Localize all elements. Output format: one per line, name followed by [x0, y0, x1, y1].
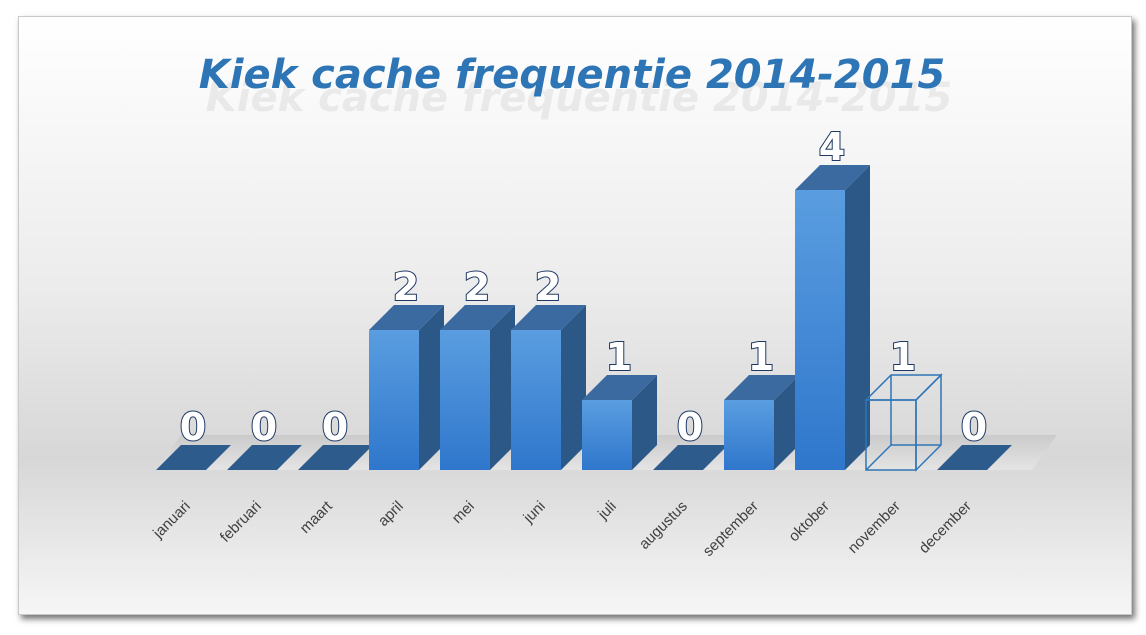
bar-front-april: [369, 330, 419, 470]
category-label-januari: januari: [149, 498, 194, 543]
value-label-november: 1: [890, 335, 916, 379]
bar-top-juni: [511, 305, 586, 330]
bar-juni: [511, 305, 586, 470]
value-label-februari: 0: [251, 405, 277, 449]
value-label-januari: 0: [180, 405, 206, 449]
bar-oktober: [795, 165, 870, 470]
chart-frame: Kiek cache frequentie 2014-2015 Kiek cac…: [18, 16, 1132, 615]
bar-front-september: [724, 400, 774, 470]
bars-group: [156, 165, 1012, 472]
bar-top-juli: [582, 375, 657, 400]
category-labels-group: januari februari maart april mei juni juli augu…: [149, 497, 975, 560]
value-label-augustus: 0: [677, 405, 703, 449]
bar-side-september: [774, 375, 799, 470]
bar-front-juni: [511, 330, 561, 470]
value-label-mei: 2: [464, 265, 490, 309]
bar-side-oktober: [845, 165, 870, 470]
value-label-juli: 1: [606, 335, 632, 379]
bar-front-oktober: [795, 190, 845, 470]
category-label-september: september: [700, 498, 762, 560]
bar-side-april: [419, 305, 444, 470]
bar-top-december: [937, 445, 1012, 470]
category-label-mei: mei: [449, 498, 478, 527]
category-label-juli: juli: [594, 498, 620, 524]
bar-side-juni: [561, 305, 586, 470]
bar-april: [369, 305, 444, 470]
bar-september: [724, 375, 799, 470]
bar-mei: [440, 305, 515, 470]
bar-top-april: [369, 305, 444, 330]
chart-title: Kiek cache frequentie 2014-2015: [199, 52, 945, 98]
bar-top-oktober: [795, 165, 870, 190]
value-label-juni: 2: [535, 265, 561, 309]
chart-title-shadow: Kiek cache frequentie 2014-2015: [206, 75, 952, 121]
value-label-maart: 0: [322, 405, 348, 449]
category-label-maart: maart: [297, 497, 337, 537]
category-label-oktober: oktober: [785, 498, 832, 545]
category-label-april: april: [375, 498, 407, 530]
bar-hidden-edges-november: [865, 375, 941, 471]
category-label-februari: februari: [217, 498, 265, 546]
value-label-september: 1: [748, 335, 774, 379]
category-label-november: november: [845, 498, 904, 557]
value-label-april: 2: [393, 265, 419, 309]
bar-augustus: [653, 445, 728, 470]
bar-top-mei: [440, 305, 515, 330]
bar-top-september: [724, 375, 799, 400]
bar-top-januari: [156, 445, 231, 470]
value-labels-group: 0 0 0 2 2 2 1 0 1 4 1 0: [179, 124, 988, 450]
bar-side-juli: [632, 375, 657, 470]
bar-juli: [582, 375, 657, 470]
bar-december: [937, 445, 1012, 470]
bar-maart: [298, 445, 373, 470]
bar-side-mei: [490, 305, 515, 470]
bar-front-mei: [440, 330, 490, 470]
value-label-december: 0: [961, 405, 987, 449]
bar-februari: [227, 445, 302, 470]
bar-januari: [156, 445, 231, 470]
bar-top-augustus: [653, 445, 728, 470]
category-label-juni: juni: [520, 498, 549, 527]
category-label-december: december: [916, 498, 975, 557]
chart-svg: Kiek cache frequentie 2014-2015 Kiek cac…: [149, 52, 1057, 560]
bar-front-juli: [582, 400, 632, 470]
category-label-augustus: augustus: [636, 498, 691, 553]
bar-top-februari: [227, 445, 302, 470]
bar-november: [864, 373, 943, 472]
bar-top-maart: [298, 445, 373, 470]
value-label-oktober: 4: [819, 125, 845, 169]
